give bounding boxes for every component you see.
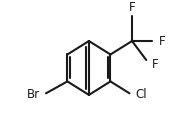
Text: Br: Br bbox=[27, 88, 40, 101]
Text: F: F bbox=[152, 58, 159, 71]
Text: F: F bbox=[159, 34, 166, 47]
Text: F: F bbox=[129, 1, 135, 14]
Text: Cl: Cl bbox=[135, 88, 147, 101]
